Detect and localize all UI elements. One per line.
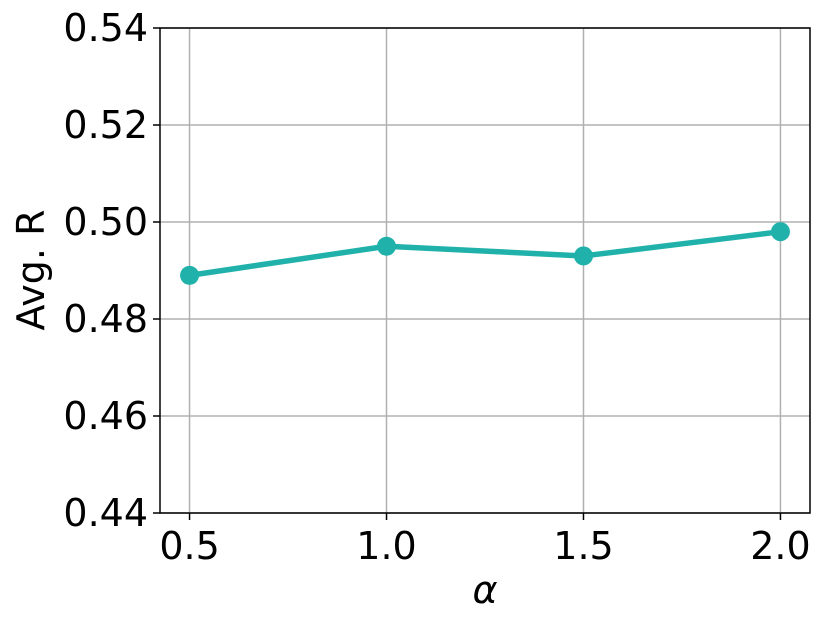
- line: [189, 228, 781, 279]
- x-axis-label: α: [472, 568, 497, 612]
- y-tick-label: 0.54: [63, 6, 148, 50]
- y-tick-label: 0.44: [63, 491, 148, 535]
- x-tick-label: 2.0: [750, 524, 810, 568]
- marker: [377, 236, 397, 256]
- marker: [180, 265, 200, 285]
- x-tick-label: 0.5: [159, 524, 219, 568]
- y-tick-label: 0.48: [63, 297, 148, 341]
- marker: [770, 222, 790, 242]
- y-tick-label: 0.46: [63, 394, 148, 438]
- y-axis-label: Avg. R: [9, 210, 53, 331]
- plot-frame: [159, 27, 811, 514]
- y-tick-label: 0.52: [63, 103, 148, 147]
- x-tick-label: 1.0: [356, 524, 416, 568]
- x-tick-label: 1.5: [553, 524, 613, 568]
- marker: [573, 246, 593, 266]
- y-tick-label: 0.50: [63, 200, 148, 244]
